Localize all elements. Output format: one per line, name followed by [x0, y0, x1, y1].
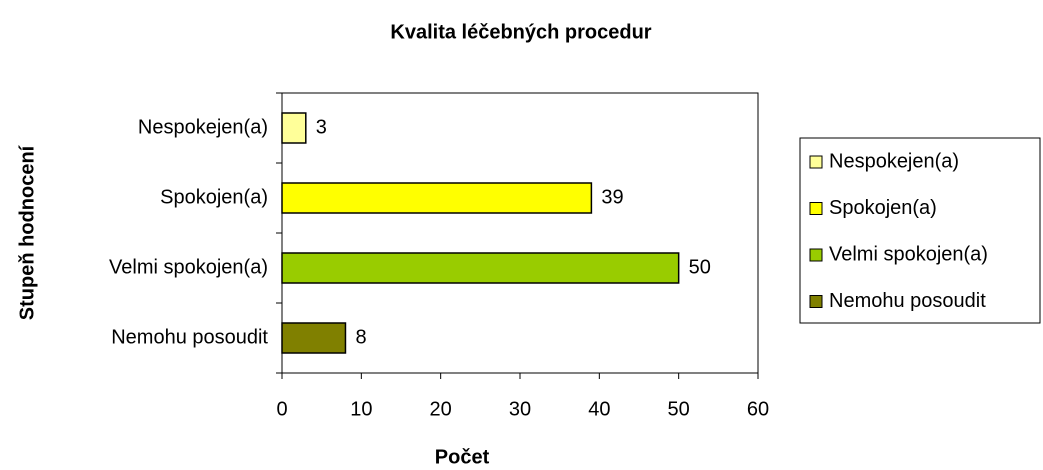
data-label: 3 — [316, 116, 327, 138]
x-tick-label: 20 — [430, 398, 452, 420]
legend-swatch — [809, 202, 823, 215]
x-tick-label: 30 — [509, 398, 531, 420]
x-tick-label: 60 — [747, 398, 769, 420]
chart-title: Kvalita léčebných procedur — [390, 21, 651, 43]
y-tick-label: Velmi spokojen(a) — [109, 256, 268, 278]
legend — [799, 137, 1041, 324]
bar — [281, 322, 347, 354]
x-axis-title: Počet — [435, 446, 490, 468]
x-tick-label: 0 — [276, 398, 287, 420]
legend-swatch — [809, 295, 823, 308]
data-label: 50 — [689, 256, 711, 278]
x-tick-label: 10 — [350, 398, 372, 420]
x-tick-label: 50 — [668, 398, 690, 420]
x-tick-label: 40 — [588, 398, 610, 420]
y-tick-label: Spokojen(a) — [160, 186, 268, 208]
legend-label: Spokojen(a) — [829, 197, 937, 219]
bar — [281, 252, 680, 284]
legend-label: Velmi spokojen(a) — [829, 243, 988, 265]
plot-area — [281, 92, 759, 374]
y-tick-label: Nespokejen(a) — [138, 116, 268, 138]
y-axis-title: Stupeň hodnocení — [16, 144, 38, 320]
bar — [281, 182, 593, 214]
y-tick-label: Nemohu posoudit — [111, 326, 268, 348]
legend-label: Nemohu posoudit — [829, 290, 986, 312]
bar — [281, 112, 307, 144]
legend-swatch — [809, 155, 823, 169]
legend-swatch — [809, 248, 823, 262]
data-label: 8 — [355, 326, 366, 348]
data-label: 39 — [601, 186, 623, 208]
legend-label: Nespokejen(a) — [829, 150, 959, 172]
